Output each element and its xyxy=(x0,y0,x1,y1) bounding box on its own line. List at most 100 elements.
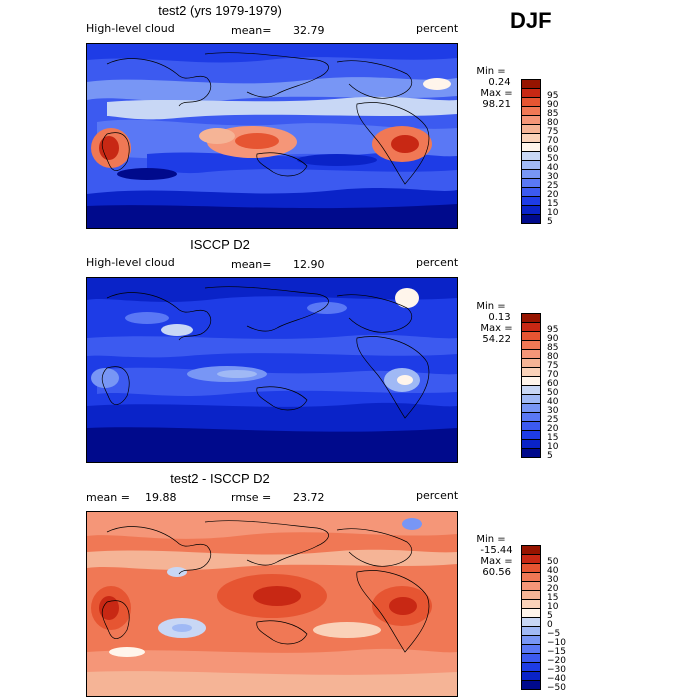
colorbar-frame xyxy=(521,313,541,458)
colorbar-bin xyxy=(521,430,541,439)
colorbar-bin xyxy=(521,97,541,106)
colorbar-tick-label: 25 xyxy=(547,181,559,191)
colorbar-bin xyxy=(521,581,541,590)
colorbar-bin xyxy=(521,349,541,358)
colorbar-tick-label: 50 xyxy=(547,557,559,567)
panel1-min-value: 0.24 xyxy=(488,77,511,88)
colorbar-tick-label: 85 xyxy=(547,343,559,353)
colorbar-bin xyxy=(521,214,541,223)
colorbar-tick-label: 30 xyxy=(547,575,559,585)
colorbar-bin xyxy=(521,572,541,581)
panel3-title: test2 - ISCCP D2 xyxy=(170,471,270,486)
colorbar-tick-label: 5 xyxy=(547,611,553,621)
panel1-colorbar: 5 10 15 20 25 30 40 50 60 70 75 80 85 90 95 xyxy=(521,79,581,227)
colorbar-tick-label: −20 xyxy=(547,656,566,666)
colorbar-tick-label: 95 xyxy=(547,91,559,101)
panel1-title: test2 (yrs 1979-1979) xyxy=(158,3,282,18)
colorbar-bin xyxy=(521,340,541,349)
panel3-mean-label: mean = xyxy=(86,491,130,504)
colorbar-bin xyxy=(521,385,541,394)
colorbar-bin xyxy=(521,662,541,671)
panel1-map xyxy=(86,43,458,229)
panel2-min-value: 0.13 xyxy=(488,312,511,323)
colorbar-tick-label: 10 xyxy=(547,208,559,218)
colorbar-tick-label: 5 xyxy=(547,451,553,461)
colorbar-tick-label: 90 xyxy=(547,334,559,344)
colorbar-tick-label: 40 xyxy=(547,163,559,173)
panel1-variable: High-level cloud xyxy=(86,22,175,35)
panel3-colorbar: −50 −40 −30 −20 −15 −10 −5 0 5 10 15 20 30 40 50 xyxy=(521,545,581,693)
panel3-map xyxy=(86,511,458,697)
colorbar-tick-label: −15 xyxy=(547,647,566,657)
colorbar-bin xyxy=(521,187,541,196)
panel2-max-label: Max = xyxy=(480,323,513,334)
colorbar-tick-label: 15 xyxy=(547,199,559,209)
colorbar-bin xyxy=(521,626,541,635)
colorbar-tick-label: 80 xyxy=(547,352,559,362)
colorbar-tick-label: −10 xyxy=(547,638,566,648)
colorbar-tick-label: 80 xyxy=(547,118,559,128)
panel2-mean-label: mean= xyxy=(231,258,272,271)
colorbar-bin xyxy=(521,554,541,563)
colorbar-frame xyxy=(521,79,541,224)
colorbar-tick-label: 60 xyxy=(547,379,559,389)
colorbar-bin xyxy=(521,124,541,133)
panel3-min-value: -15.44 xyxy=(480,545,513,556)
colorbar-tick-label: 95 xyxy=(547,325,559,335)
colorbar-bin xyxy=(521,439,541,448)
colorbar-tick-label: −30 xyxy=(547,665,566,675)
colorbar-bin xyxy=(521,608,541,617)
colorbar-bin xyxy=(521,115,541,124)
colorbar-tick-label: 15 xyxy=(547,433,559,443)
colorbar-tick-label: 0 xyxy=(547,620,553,630)
panel1-map-svg xyxy=(87,44,457,228)
panel1-max-label: Max = xyxy=(480,88,513,99)
panel2-map-svg xyxy=(87,278,457,462)
colorbar-bin xyxy=(521,151,541,160)
colorbar-frame xyxy=(521,545,541,690)
colorbar-bin xyxy=(521,322,541,331)
colorbar-tick-label: 40 xyxy=(547,397,559,407)
panel1-max-value: 98.21 xyxy=(482,99,511,110)
colorbar-bin xyxy=(521,142,541,151)
colorbar-tick-label: 20 xyxy=(547,584,559,594)
colorbar-tick-label: 50 xyxy=(547,388,559,398)
colorbar-tick-label: 85 xyxy=(547,109,559,119)
colorbar-bin xyxy=(521,644,541,653)
panel1-min-label: Min = xyxy=(476,66,506,77)
colorbar-tick-label: 30 xyxy=(547,172,559,182)
colorbar-bin xyxy=(521,617,541,626)
panel3-units: percent xyxy=(416,489,459,502)
panel3-min-label: Min = xyxy=(476,534,506,545)
colorbar-bin xyxy=(521,178,541,187)
colorbar-tick-label: 60 xyxy=(547,145,559,155)
colorbar-tick-label: 30 xyxy=(547,406,559,416)
colorbar-bin xyxy=(521,133,541,142)
colorbar-tick-label: 90 xyxy=(547,100,559,110)
panel3-map-svg xyxy=(87,512,457,696)
colorbar-tick-label: −40 xyxy=(547,674,566,684)
colorbar-bin xyxy=(521,671,541,680)
panel3-rmse-label: rmse = xyxy=(231,491,272,504)
colorbar-bin xyxy=(521,590,541,599)
colorbar-tick-label: 75 xyxy=(547,361,559,371)
colorbar-bin xyxy=(521,160,541,169)
panel2-colorbar: 5 10 15 20 25 30 40 50 60 70 75 80 85 90 95 xyxy=(521,313,581,461)
colorbar-bin xyxy=(521,367,541,376)
panel3-mean-value: 19.88 xyxy=(145,491,177,504)
panel2-units: percent xyxy=(416,256,459,269)
colorbar-tick-label: 70 xyxy=(547,370,559,380)
colorbar-tick-label: 10 xyxy=(547,602,559,612)
colorbar-tick-label: 15 xyxy=(547,593,559,603)
panel1-mean-label: mean= xyxy=(231,24,272,37)
colorbar-bin xyxy=(521,563,541,572)
colorbar-bin xyxy=(521,196,541,205)
colorbar-tick-label: 75 xyxy=(547,127,559,137)
colorbar-tick-label: 20 xyxy=(547,424,559,434)
colorbar-bin xyxy=(521,403,541,412)
colorbar-bin xyxy=(521,448,541,457)
colorbar-tick-label: −5 xyxy=(547,629,561,639)
colorbar-tick-label: 25 xyxy=(547,415,559,425)
panel1-mean-value: 32.79 xyxy=(293,24,325,37)
panel2-map xyxy=(86,277,458,463)
